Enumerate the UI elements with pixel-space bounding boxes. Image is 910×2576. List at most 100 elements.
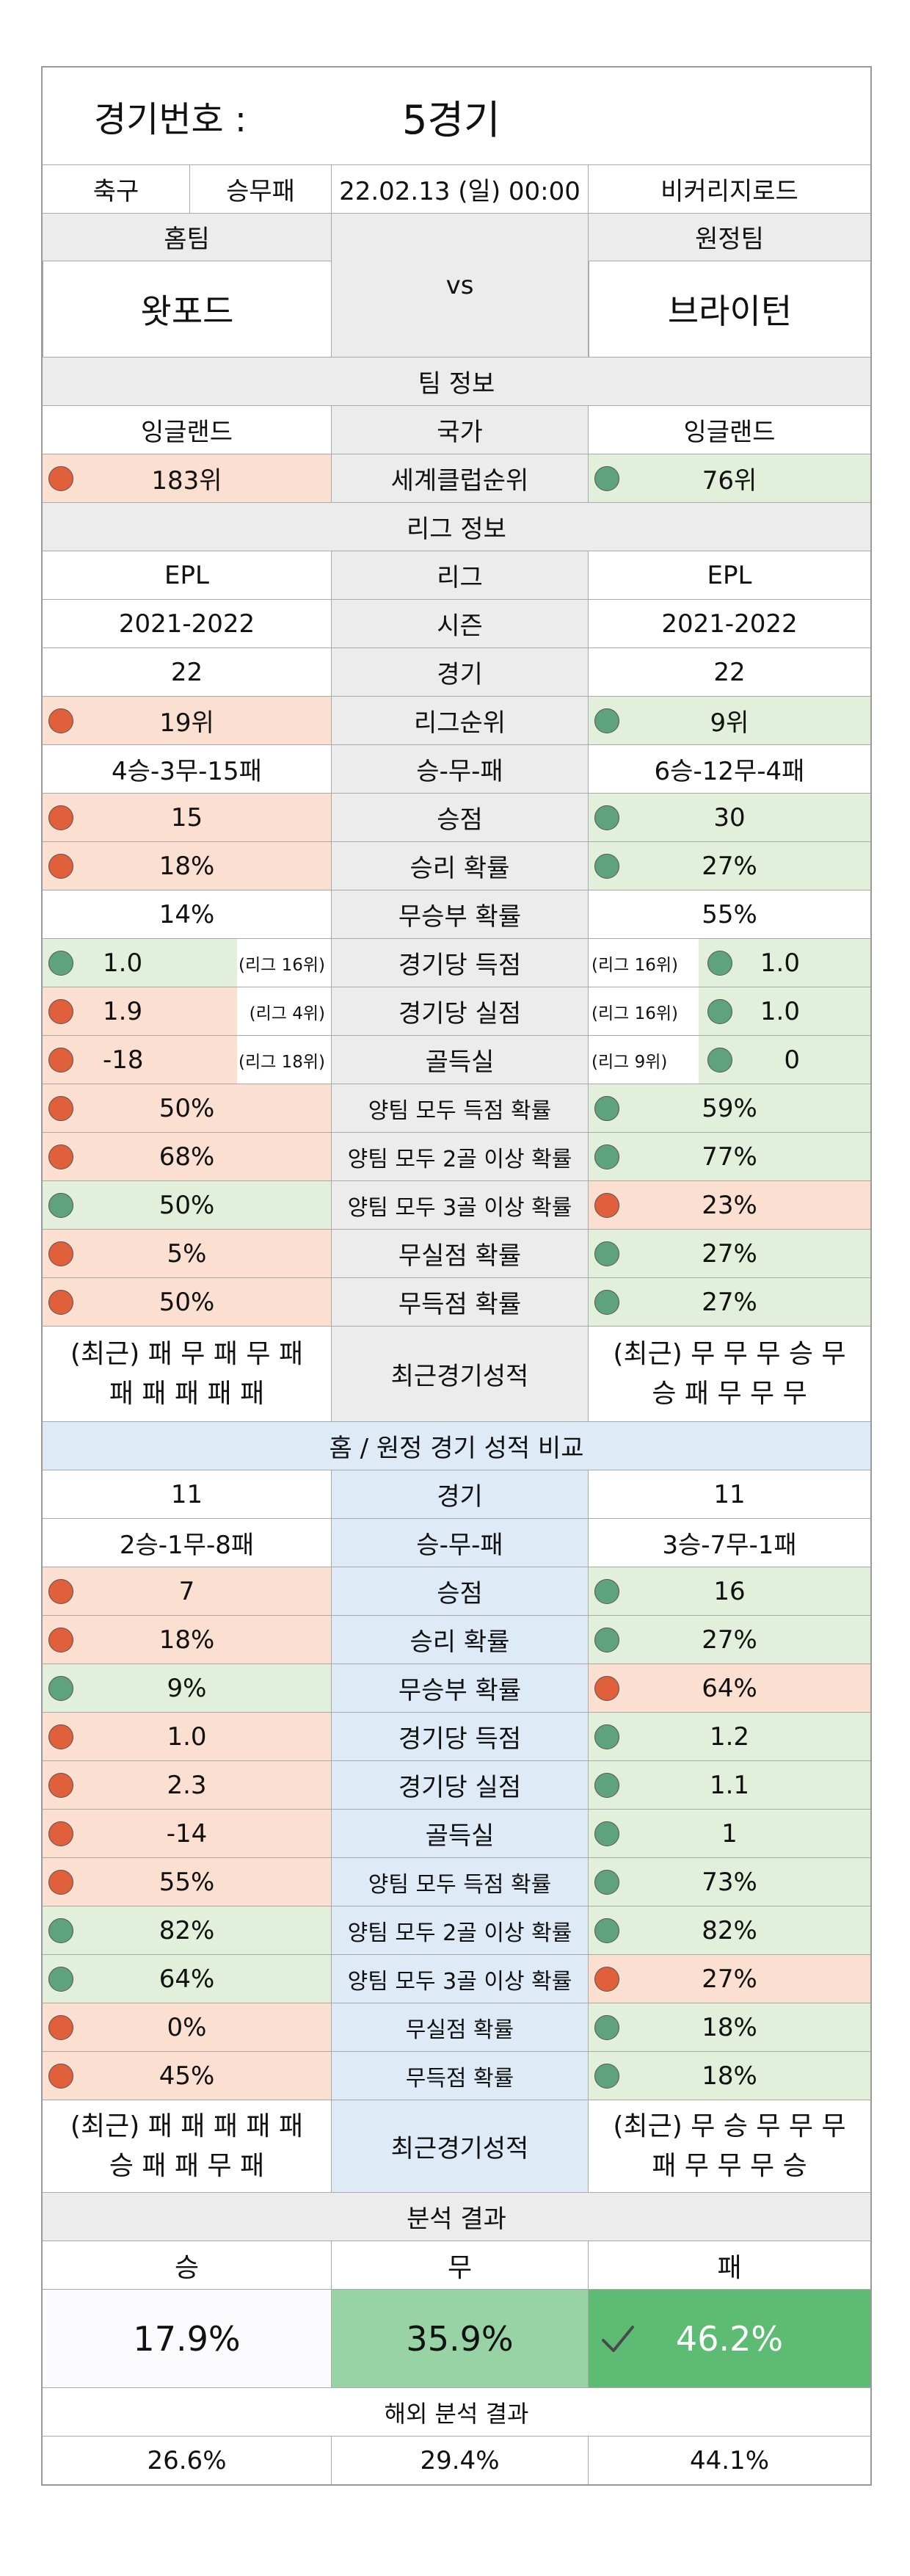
home-value-text: 68% bbox=[159, 1142, 215, 1172]
stat-row: 2.3 경기당 실점 1.1 bbox=[43, 1760, 870, 1809]
home-value-text: 50% bbox=[159, 1190, 215, 1220]
away-value: 3승-7무-1패 bbox=[588, 1519, 870, 1567]
overseas-values-row: 26.6% 29.4% 44.1% bbox=[43, 2436, 870, 2484]
away-value: 55% bbox=[588, 890, 870, 938]
row-label: 승-무-패 bbox=[331, 745, 588, 793]
away-recent-line1: (최근) 무 승 무 무 무 bbox=[613, 2111, 846, 2141]
away-league-rank: (리그 16위) bbox=[592, 1004, 679, 1023]
loss-probability-text: 46.2% bbox=[675, 2318, 784, 2359]
team-info-row: 183위 세계클럽순위 76위 bbox=[43, 454, 870, 502]
row-label: 승점 bbox=[331, 794, 588, 841]
row-label: 무실점 확률 bbox=[331, 2003, 588, 2051]
stat-row: 4승-3무-15패 승-무-패 6승-12무-4패 bbox=[43, 744, 870, 793]
home-team-label: 홈팀 bbox=[43, 214, 331, 261]
draw-label: 무 bbox=[331, 2241, 588, 2289]
home-value-text: 2승-1무-8패 bbox=[119, 1531, 255, 1560]
home-value-text: 0% bbox=[167, 2012, 207, 2042]
away-value: 77% bbox=[588, 1133, 870, 1180]
worse-indicator-icon bbox=[48, 465, 73, 491]
match-analysis-sheet: 경기번호 : 5경기 축구 승무패 22.02.13 (일) 00:00 비커리… bbox=[41, 66, 872, 2486]
away-value-text: 6승-12무-4패 bbox=[654, 757, 805, 786]
stat-row: 9% 무승부 확률 64% bbox=[43, 1663, 870, 1712]
row-label: 리그순위 bbox=[331, 697, 588, 744]
away-value-text: EPL bbox=[707, 560, 752, 590]
better-indicator-icon bbox=[48, 1675, 73, 1701]
worse-indicator-icon bbox=[48, 1627, 73, 1652]
loss-label: 패 bbox=[588, 2241, 870, 2289]
row-label: 양팀 모두 득점 확률 bbox=[331, 1858, 588, 1906]
away-value-text: 59% bbox=[702, 1093, 757, 1123]
worse-indicator-icon bbox=[48, 1772, 73, 1798]
row-label: 경기 bbox=[331, 648, 588, 696]
away-value-text: 3승-7무-1패 bbox=[662, 1531, 797, 1560]
away-value: 59% bbox=[588, 1084, 870, 1132]
away-recent-results: (최근) 무 승 무 무 무 패 무 무 무 승 bbox=[588, 2100, 870, 2192]
stat-row: EPL 리그 EPL bbox=[43, 551, 870, 599]
away-value: (리그 16위) 1.0 bbox=[588, 939, 870, 987]
home-recent-line2: 승 패 패 무 패 bbox=[109, 2150, 265, 2181]
row-label: 승리 확률 bbox=[331, 842, 588, 890]
away-value: (리그 16위) 1.0 bbox=[588, 987, 870, 1035]
home-value-text: 7 bbox=[178, 1576, 195, 1606]
home-value-text: 50% bbox=[159, 1093, 215, 1123]
away-team-label: 원정팀 bbox=[589, 214, 870, 261]
away-value: 6승-12무-4패 bbox=[588, 745, 870, 793]
home-value: 2021-2022 bbox=[43, 600, 331, 647]
match-number-cell: 경기번호 : 5경기 bbox=[43, 68, 870, 164]
away-value: 27% bbox=[588, 842, 870, 890]
league-recent-row: (최근) 패 무 패 무 패 패 패 패 패 패 최근경기성적 (최근) 무 무… bbox=[43, 1326, 870, 1421]
team-info-title: 팀 정보 bbox=[43, 358, 870, 405]
away-value: 1 bbox=[588, 1810, 870, 1857]
home-value: 0% bbox=[43, 2003, 331, 2051]
row-label: 경기당 득점 bbox=[331, 1713, 588, 1760]
worse-indicator-icon bbox=[48, 805, 73, 830]
row-label: 경기당 득점 bbox=[331, 939, 588, 987]
away-value-text: 82% bbox=[702, 1915, 757, 1945]
home-away-rows: 11 경기 11 2승-1무-8패 승-무-패 3승-7무-1패 7 승점 16 18% 승리 확률… bbox=[43, 1470, 870, 2100]
team-info-header: 팀 정보 bbox=[43, 357, 870, 405]
analysis-title: 분석 결과 bbox=[43, 2193, 870, 2241]
better-indicator-icon bbox=[707, 950, 732, 976]
home-value: 2.3 bbox=[43, 1761, 331, 1809]
stat-row: 7 승점 16 bbox=[43, 1567, 870, 1615]
home-value-text: 9% bbox=[167, 1673, 207, 1703]
stat-row: 18% 승리 확률 27% bbox=[43, 1615, 870, 1663]
away-value: 82% bbox=[588, 1906, 870, 1954]
home-value-text: EPL bbox=[164, 560, 209, 590]
home-away-header: 홈 / 원정 경기 성적 비교 bbox=[43, 1421, 870, 1470]
away-value: 18% bbox=[588, 2003, 870, 2051]
stat-row: 50% 무득점 확률 27% bbox=[43, 1277, 870, 1326]
better-indicator-icon bbox=[594, 1918, 619, 1943]
home-away-recent-row: (최근) 패 패 패 패 패 승 패 패 무 패 최근경기성적 (최근) 무 승… bbox=[43, 2100, 870, 2192]
home-value: 55% bbox=[43, 1858, 331, 1906]
away-value-text: 55% bbox=[702, 899, 757, 929]
row-label: 경기당 실점 bbox=[331, 1761, 588, 1809]
away-value: 30 bbox=[588, 794, 870, 841]
away-value-text: 27% bbox=[702, 1964, 757, 1994]
home-value: EPL bbox=[43, 551, 331, 599]
home-value-text: 55% bbox=[159, 1867, 215, 1897]
row-label: 양팀 모두 득점 확률 bbox=[331, 1084, 588, 1132]
row-label: 무승부 확률 bbox=[331, 890, 588, 938]
better-indicator-icon bbox=[594, 1772, 619, 1798]
better-indicator-icon bbox=[48, 1192, 73, 1218]
home-value: 19위 bbox=[43, 697, 331, 744]
worse-indicator-icon bbox=[48, 1578, 73, 1604]
row-label: 경기 bbox=[331, 1470, 588, 1518]
stat-row: 1.0 경기당 득점 1.2 bbox=[43, 1712, 870, 1760]
home-value-text: 18% bbox=[159, 851, 215, 881]
better-indicator-icon bbox=[594, 2014, 619, 2040]
match-number-row: 경기번호 : 5경기 bbox=[43, 68, 870, 164]
home-value: 잉글랜드 bbox=[140, 418, 233, 447]
better-indicator-icon bbox=[594, 1821, 619, 1846]
home-value-text: 2.3 bbox=[167, 1770, 207, 1800]
row-label: 국가 bbox=[331, 406, 588, 454]
away-value: 16 bbox=[588, 1567, 870, 1615]
away-value: 2021-2022 bbox=[588, 600, 870, 647]
home-value: 50% bbox=[43, 1278, 331, 1326]
league-info-title: 리그 정보 bbox=[43, 503, 870, 551]
away-value-text: 9위 bbox=[710, 708, 749, 738]
home-value: 50% bbox=[43, 1181, 331, 1229]
team-info-row: 잉글랜드 국가 잉글랜드 bbox=[43, 405, 870, 454]
home-value: 1.9 (리그 4위) bbox=[43, 987, 331, 1035]
